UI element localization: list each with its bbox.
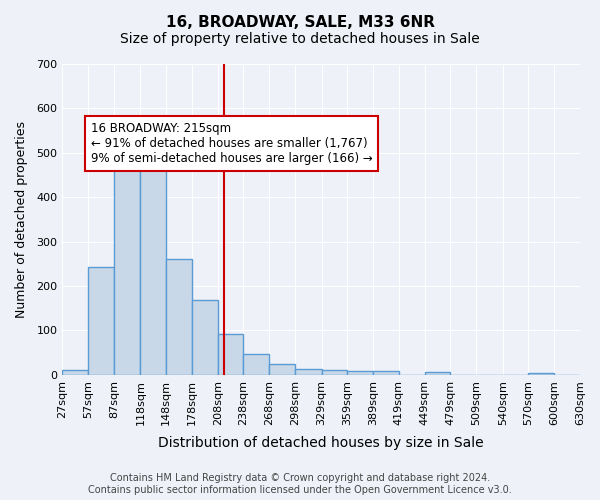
Bar (166, 260, 192, 375)
Text: Contains HM Land Registry data © Crown copyright and database right 2024.
Contai: Contains HM Land Registry data © Crown c… (88, 474, 512, 495)
Bar (529, 372, 554, 375)
Bar (269, 364, 295, 375)
Bar (88, 267, 114, 375)
Bar (140, 158, 166, 375)
X-axis label: Distribution of detached houses by size in Sale: Distribution of detached houses by size … (158, 436, 484, 450)
Text: 16, BROADWAY, SALE, M33 6NR: 16, BROADWAY, SALE, M33 6NR (166, 15, 434, 30)
Y-axis label: Number of detached properties: Number of detached properties (15, 121, 28, 318)
Bar (62, 370, 88, 375)
Bar (114, 122, 140, 375)
Bar (373, 372, 399, 375)
Bar (322, 370, 347, 375)
Text: Size of property relative to detached houses in Sale: Size of property relative to detached ho… (120, 32, 480, 46)
Bar (347, 372, 373, 375)
Bar (425, 372, 451, 375)
Bar (244, 354, 269, 375)
Bar (192, 300, 218, 375)
Bar (295, 369, 322, 375)
Bar (218, 334, 244, 375)
Text: 16 BROADWAY: 215sqm
← 91% of detached houses are smaller (1,767)
9% of semi-deta: 16 BROADWAY: 215sqm ← 91% of detached ho… (91, 122, 373, 164)
